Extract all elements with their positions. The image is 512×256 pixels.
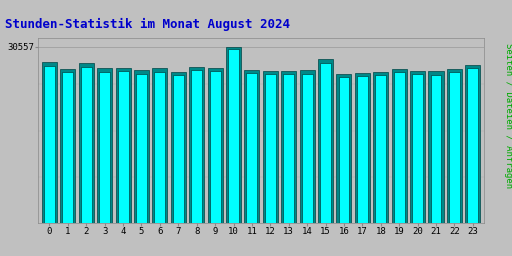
Bar (300, 70, 315, 223)
Bar (244, 70, 260, 223)
Bar (281, 71, 296, 223)
Bar (431, 75, 441, 223)
Bar (155, 72, 165, 223)
Bar (173, 75, 184, 223)
Bar (136, 73, 147, 223)
Text: Seiten / Dateien / Anfragen: Seiten / Dateien / Anfragen (504, 43, 512, 188)
Bar (357, 77, 368, 223)
Bar (336, 73, 352, 223)
Bar (116, 68, 131, 223)
Bar (265, 74, 276, 223)
Bar (447, 69, 462, 223)
Bar (318, 59, 333, 223)
Bar (99, 72, 110, 223)
Bar (170, 72, 186, 223)
Bar (44, 66, 55, 223)
Text: Stunden-Statistik im Monat August 2024: Stunden-Statistik im Monat August 2024 (5, 18, 290, 31)
Bar (429, 71, 443, 223)
Bar (81, 67, 92, 223)
Bar (210, 71, 221, 223)
Bar (134, 70, 149, 223)
Bar (320, 63, 331, 223)
Bar (191, 70, 202, 223)
Bar (207, 68, 223, 223)
Bar (467, 68, 478, 223)
Bar (60, 69, 75, 223)
Bar (42, 62, 57, 223)
Bar (62, 72, 73, 223)
Bar (283, 73, 294, 223)
Bar (153, 68, 167, 223)
Bar (392, 69, 407, 223)
Bar (79, 63, 94, 223)
Bar (97, 68, 112, 223)
Bar (118, 71, 129, 223)
Bar (226, 47, 241, 223)
Bar (338, 77, 349, 223)
Bar (246, 73, 258, 223)
Bar (410, 71, 425, 223)
Bar (373, 72, 388, 223)
Bar (375, 75, 386, 223)
Bar (412, 74, 423, 223)
Bar (465, 66, 480, 223)
Bar (302, 73, 312, 223)
Bar (189, 67, 204, 223)
Bar (394, 72, 404, 223)
Bar (449, 72, 460, 223)
Bar (355, 73, 370, 223)
Bar (228, 49, 239, 223)
Bar (263, 71, 278, 223)
